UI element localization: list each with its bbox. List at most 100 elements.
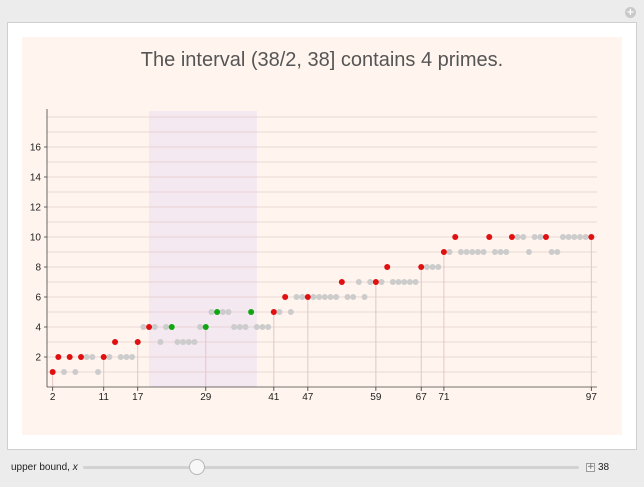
y-tick-label: 16 [30, 143, 42, 154]
composite-point [83, 354, 90, 360]
composite-point [429, 264, 436, 270]
x-tick-label: 47 [302, 392, 314, 403]
composite-point [72, 369, 79, 375]
x-tick-label: 59 [370, 392, 382, 403]
composite-point [531, 234, 538, 240]
composite-point [95, 369, 102, 375]
composite-point [469, 249, 476, 255]
x-tick-label: 17 [132, 392, 144, 403]
prime-point [588, 234, 595, 240]
composite-point [333, 294, 340, 300]
y-tick-label: 10 [30, 233, 42, 244]
composite-point [474, 249, 481, 255]
prime-point [440, 249, 447, 255]
composite-point [316, 294, 323, 300]
y-tick-label: 12 [30, 203, 42, 214]
composite-point [491, 249, 498, 255]
slider-thumb[interactable] [189, 459, 206, 475]
prime-point [418, 264, 425, 270]
composite-point [61, 369, 68, 375]
x-tick-label: 11 [99, 392, 110, 403]
y-tick-label: 6 [35, 293, 41, 304]
composite-point [259, 324, 266, 330]
composite-point [571, 234, 578, 240]
prime-point [508, 234, 515, 240]
prime-point [542, 234, 549, 240]
composite-point [151, 324, 158, 330]
composite-point [123, 354, 130, 360]
composite-point [435, 264, 442, 270]
composite-point [565, 234, 572, 240]
control-bar: upper bound, x + 38 [0, 455, 644, 483]
composite-point [548, 249, 555, 255]
composite-point [219, 309, 226, 315]
composite-point [117, 354, 124, 360]
upper-bound-label: upper bound, x [11, 462, 78, 473]
y-tick-label: 8 [35, 263, 41, 274]
interval_prime-point [214, 309, 221, 315]
interval_prime-point [202, 324, 209, 330]
composite-point [389, 279, 396, 285]
composite-point [253, 324, 260, 330]
composite-point [514, 234, 521, 240]
composite-point [163, 324, 170, 330]
prime-point [372, 279, 379, 285]
composite-point [185, 339, 192, 345]
x-tick-label: 29 [200, 392, 212, 403]
composite-point [106, 354, 113, 360]
prime-point [112, 339, 119, 345]
prime-point [452, 234, 459, 240]
composite-point [480, 249, 487, 255]
prime-point [66, 354, 73, 360]
prime-point [304, 294, 311, 300]
composite-point [582, 234, 589, 240]
interval-band [149, 111, 257, 387]
composite-point [321, 294, 328, 300]
composite-point [576, 234, 583, 240]
composite-point [242, 324, 249, 330]
composite-point [497, 249, 504, 255]
composite-point [361, 294, 368, 300]
composite-point [350, 294, 357, 300]
composite-point [157, 339, 164, 345]
composite-point [299, 294, 306, 300]
composite-point [174, 339, 181, 345]
upper-bound-value: 38 [598, 462, 610, 473]
plus-icon[interactable]: + [586, 462, 595, 472]
composite-point [236, 324, 243, 330]
output-panel: The interval (38/2, 38] contains 4 prime… [7, 22, 637, 450]
x-tick-label: 71 [438, 392, 450, 403]
composite-point [446, 249, 453, 255]
upper-bound-slider[interactable] [83, 466, 579, 469]
composite-point [327, 294, 334, 300]
prime-point [338, 279, 345, 285]
y-tick-label: 4 [35, 323, 41, 334]
composite-point [378, 279, 385, 285]
composite-point [463, 249, 470, 255]
composite-point [293, 294, 300, 300]
prime-count-chart: 2 4 6 8 10 12 14 16 2 11 17 29 41 47 59 67 71 97 [30, 109, 598, 403]
x-tick-label: 97 [586, 392, 598, 403]
composite-point [367, 279, 374, 285]
composite-point [225, 309, 232, 315]
composite-point [231, 324, 238, 330]
prime-point [282, 294, 289, 300]
composite-point [197, 324, 204, 330]
composite-point [406, 279, 413, 285]
prime-point [486, 234, 493, 240]
prime-point [49, 369, 56, 375]
x-tick-label: 41 [268, 392, 280, 403]
corner-plus-icon[interactable]: + [625, 7, 636, 18]
prime-point [100, 354, 107, 360]
x-tick-label: 2 [50, 392, 56, 403]
composite-point [344, 294, 351, 300]
prime-point [146, 324, 153, 330]
interval_prime-point [168, 324, 175, 330]
composite-point [276, 309, 283, 315]
composite-point [520, 234, 527, 240]
composite-point [287, 309, 294, 315]
composite-point [191, 339, 198, 345]
composite-point [559, 234, 566, 240]
composite-point [310, 294, 317, 300]
composite-point [412, 279, 419, 285]
